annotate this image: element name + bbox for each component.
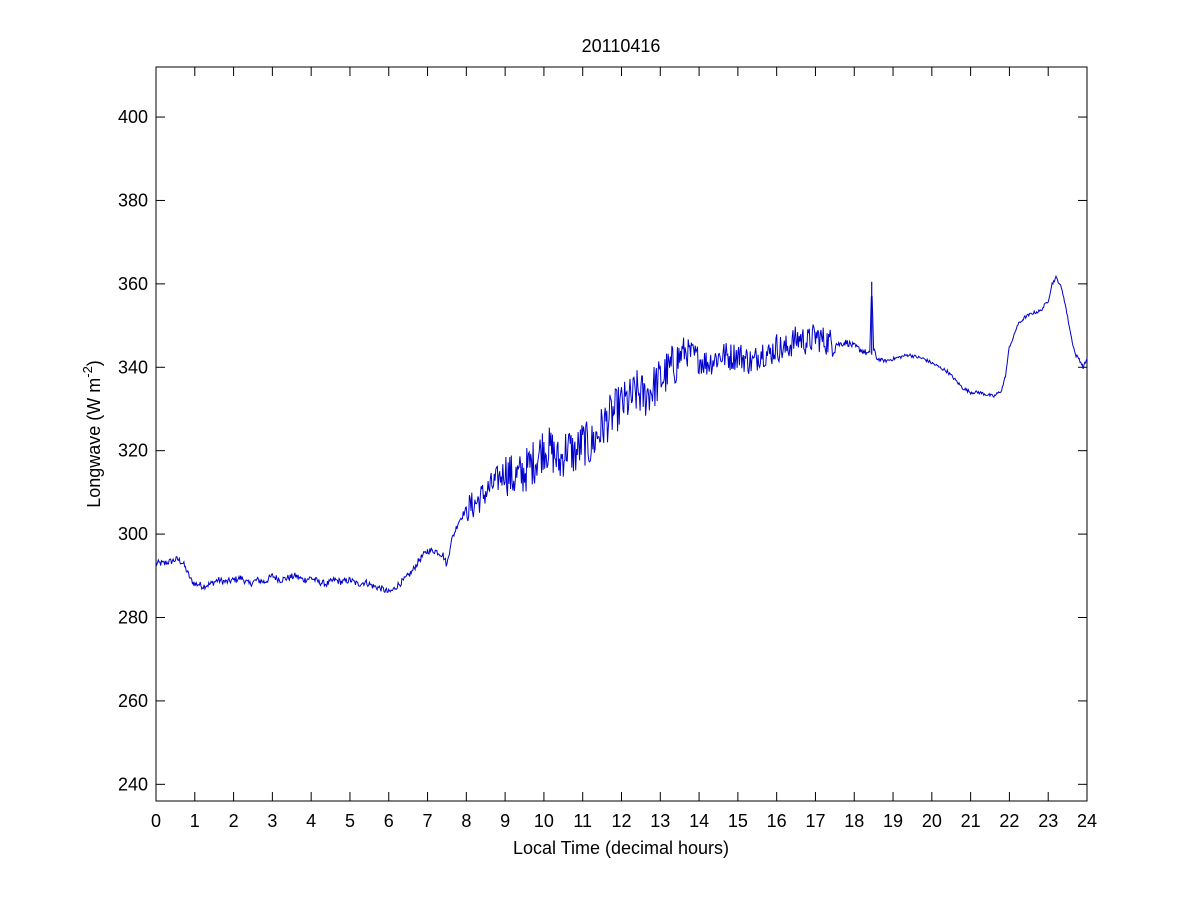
x-tick-label: 5 <box>345 811 355 831</box>
y-tick-label: 260 <box>118 691 148 711</box>
x-tick-label: 11 <box>573 811 592 831</box>
plot-frame <box>155 66 1088 802</box>
y-tick-label: 240 <box>118 774 148 794</box>
series-layer <box>155 274 1088 594</box>
y-axis-label-prefix: Longwave (W m <box>84 378 104 508</box>
y-axis-label-superscript: -2 <box>80 366 95 378</box>
x-tick-label: 17 <box>805 811 825 831</box>
series-line <box>155 274 1088 594</box>
x-axis-label: Local Time (decimal hours) <box>513 838 729 858</box>
plot-axes <box>155 66 1088 802</box>
x-tick-label: 4 <box>306 811 316 831</box>
y-tick-label: 280 <box>118 608 148 628</box>
x-tick-label: 21 <box>961 811 981 831</box>
x-tick-label: 3 <box>267 811 277 831</box>
y-tick-label: 400 <box>118 107 148 127</box>
x-tick-label: 10 <box>534 811 554 831</box>
y-tick-label: 300 <box>118 524 148 544</box>
x-tick-label: 13 <box>650 811 670 831</box>
y-tick-label: 340 <box>118 357 148 377</box>
x-tick-label: 6 <box>384 811 394 831</box>
x-tick-label: 16 <box>767 811 787 831</box>
x-tick-label: 15 <box>728 811 748 831</box>
x-tick-label: 19 <box>883 811 903 831</box>
x-tick-label: 9 <box>500 811 510 831</box>
chart-title: 20110416 <box>582 36 661 56</box>
x-tick-label: 18 <box>844 811 864 831</box>
x-tick-label: 24 <box>1077 811 1097 831</box>
y-axis-label: Longwave (W m-2) <box>80 360 104 508</box>
y-axis-label-suffix: ) <box>84 360 104 366</box>
y-ticks: 240 260 280 300 320 340 360 380 400 <box>118 107 1087 794</box>
x-ticks: 0 1 2 3 4 5 6 7 8 9 10 11 12 13 14 15 16 17 18 19 20 21 22 23 24 <box>151 67 1097 831</box>
y-tick-label: 380 <box>118 190 148 210</box>
x-tick-label: 12 <box>611 811 631 831</box>
x-tick-label: 22 <box>999 811 1019 831</box>
x-tick-label: 7 <box>423 811 433 831</box>
x-tick-label: 2 <box>229 811 239 831</box>
x-tick-label: 23 <box>1038 811 1058 831</box>
x-tick-label: 20 <box>922 811 942 831</box>
x-tick-label: 8 <box>461 811 471 831</box>
x-tick-label: 14 <box>689 811 709 831</box>
y-tick-label: 360 <box>118 274 148 294</box>
x-tick-label: 0 <box>151 811 161 831</box>
x-tick-label: 1 <box>190 811 200 831</box>
y-tick-label: 320 <box>118 441 148 461</box>
